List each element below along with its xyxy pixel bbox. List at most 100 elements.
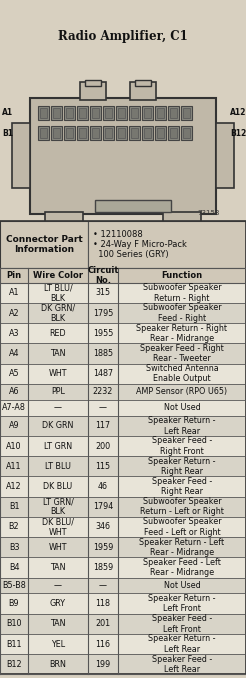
Text: —: —	[99, 581, 107, 590]
Bar	[0, 416, 246, 436]
Bar	[170, 128, 177, 138]
Bar	[105, 108, 112, 118]
Text: B4: B4	[9, 563, 19, 572]
Bar	[45, 212, 83, 226]
Text: Subwoofer Speaker
Feed - Right: Subwoofer Speaker Feed - Right	[143, 303, 221, 323]
Text: Speaker Return - Left
Rear - Midrange: Speaker Return - Left Rear - Midrange	[139, 538, 225, 557]
Text: B1: B1	[9, 502, 19, 511]
Bar	[155, 126, 166, 140]
Text: 1885: 1885	[93, 349, 113, 358]
Bar	[142, 106, 153, 120]
Text: Pin: Pin	[6, 271, 22, 280]
Text: Speaker Feed - Right
Rear - Tweeter: Speaker Feed - Right Rear - Tweeter	[140, 344, 224, 363]
Bar	[129, 126, 140, 140]
Bar	[168, 106, 179, 120]
Text: BRN: BRN	[49, 660, 66, 669]
Text: LT BLU/
BLK: LT BLU/ BLK	[44, 283, 72, 302]
Text: Speaker Feed -
Left Rear: Speaker Feed - Left Rear	[152, 654, 212, 674]
Text: Speaker Feed -
Right Rear: Speaker Feed - Right Rear	[152, 477, 212, 496]
Bar	[118, 128, 125, 138]
Bar	[95, 199, 171, 212]
Bar	[79, 128, 86, 138]
Bar	[183, 128, 190, 138]
Text: 199: 199	[95, 660, 111, 669]
Bar	[66, 108, 73, 118]
Bar	[144, 128, 151, 138]
Bar	[157, 128, 164, 138]
Text: Switched Antenna
Enable Output: Switched Antenna Enable Output	[146, 364, 218, 384]
Text: 115: 115	[95, 462, 110, 471]
Text: DK GRN/
BLK: DK GRN/ BLK	[41, 303, 75, 323]
Bar	[144, 108, 151, 118]
Bar	[0, 634, 246, 654]
Bar	[0, 557, 246, 578]
Bar	[0, 303, 246, 323]
Bar	[64, 106, 75, 120]
Bar	[0, 344, 246, 363]
Text: 346: 346	[95, 523, 110, 532]
Text: AMP Sensor (RPO U65): AMP Sensor (RPO U65)	[137, 387, 228, 397]
Text: A7-A8: A7-A8	[2, 403, 26, 412]
Bar	[51, 106, 62, 120]
Bar	[0, 456, 246, 477]
Text: 46: 46	[98, 482, 108, 491]
Text: A9: A9	[9, 421, 19, 431]
Text: TAN: TAN	[50, 349, 66, 358]
Text: YEL: YEL	[51, 639, 65, 649]
Text: DK BLU/
WHT: DK BLU/ WHT	[42, 517, 74, 537]
Bar	[88, 220, 246, 268]
Text: 118: 118	[95, 599, 110, 608]
Text: GRY: GRY	[50, 599, 66, 608]
Text: 1859: 1859	[93, 563, 113, 572]
Text: B2: B2	[9, 523, 19, 532]
Text: B3: B3	[9, 542, 19, 552]
Text: Subwoofer Speaker
Return - Left or Right: Subwoofer Speaker Return - Left or Right	[140, 497, 224, 517]
Text: 2232: 2232	[93, 387, 113, 397]
Bar	[38, 106, 49, 120]
Bar	[0, 323, 246, 344]
Bar	[155, 106, 166, 120]
Text: B9: B9	[9, 599, 19, 608]
Text: B1: B1	[2, 129, 14, 138]
Text: Subwoofer Speaker
Return - Right: Subwoofer Speaker Return - Right	[143, 283, 221, 302]
Text: Speaker Return - Right
Rear - Midrange: Speaker Return - Right Rear - Midrange	[137, 323, 228, 343]
Text: 116: 116	[95, 639, 110, 649]
Bar	[142, 126, 153, 140]
Text: 1487: 1487	[93, 370, 113, 378]
Text: • 12110088
• 24-Way F Micro-Pack
  100 Series (GRY): • 12110088 • 24-Way F Micro-Pack 100 Ser…	[93, 230, 187, 259]
Text: A12: A12	[6, 482, 22, 491]
Text: LT GRN: LT GRN	[44, 441, 72, 451]
Bar	[38, 126, 49, 140]
Bar	[0, 614, 246, 634]
Bar	[116, 106, 127, 120]
Bar	[77, 106, 88, 120]
Bar	[79, 108, 86, 118]
Text: A10: A10	[6, 441, 22, 451]
Text: TAN: TAN	[50, 563, 66, 572]
Text: A11: A11	[6, 462, 22, 471]
Bar	[130, 81, 156, 100]
Text: TAN: TAN	[50, 619, 66, 629]
Text: B12: B12	[6, 660, 22, 669]
Bar	[163, 212, 201, 226]
Text: Not Used: Not Used	[164, 581, 200, 590]
Text: 1795: 1795	[93, 308, 113, 317]
Bar	[170, 108, 177, 118]
Bar	[0, 477, 246, 496]
Text: Circuit
No.: Circuit No.	[87, 266, 119, 285]
Text: LT BLU: LT BLU	[45, 462, 71, 471]
Bar	[90, 126, 101, 140]
Bar	[0, 593, 246, 614]
Text: B5-B8: B5-B8	[2, 581, 26, 590]
Bar	[64, 126, 75, 140]
Bar	[103, 126, 114, 140]
Text: A3: A3	[9, 329, 19, 338]
Text: DK GRN: DK GRN	[42, 421, 74, 431]
Bar	[103, 106, 114, 120]
Text: A1: A1	[9, 288, 19, 298]
Bar	[157, 108, 164, 118]
Text: Not Used: Not Used	[164, 403, 200, 412]
Text: 1955: 1955	[93, 329, 113, 338]
Bar	[40, 108, 47, 118]
Text: 117: 117	[95, 421, 110, 431]
